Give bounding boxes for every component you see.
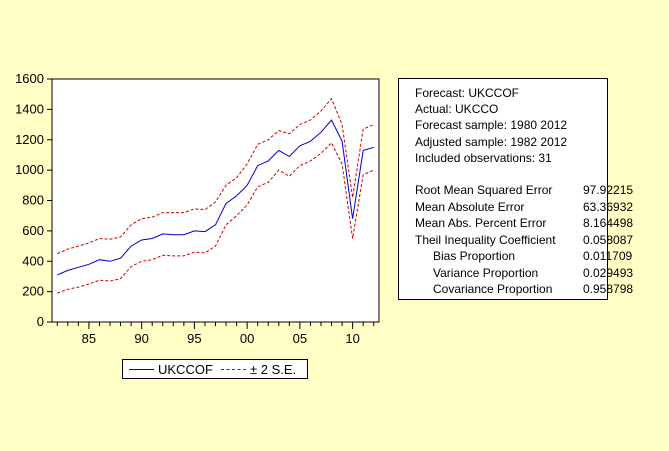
stat-value: 0.058087 <box>583 233 634 247</box>
stat-label: Root Mean Squared Error <box>415 183 553 197</box>
stat-label: Theil Inequality Coefficient <box>415 233 556 247</box>
stat-row-covariance: Covariance Proportion 0.958798 <box>415 281 633 297</box>
stat-label: Mean Absolute Error <box>415 200 525 214</box>
y-tick-label: 800 <box>22 193 44 208</box>
stat-row-bias: Bias Proportion 0.011709 <box>415 248 632 264</box>
x-tick-label: 95 <box>187 331 201 346</box>
legend-swatch-forecast <box>129 368 154 370</box>
stat-label: Mean Abs. Percent Error <box>415 216 547 230</box>
y-tick-label: 200 <box>22 284 44 299</box>
stat-value: 0.958798 <box>583 282 634 296</box>
x-tick-label: 00 <box>240 331 254 346</box>
y-tick-label: 1200 <box>15 132 44 147</box>
x-tick-label: 05 <box>293 331 307 346</box>
x-axis: 85 90 95 00 05 10 <box>56 322 375 346</box>
legend-label-forecast: UKCCOF <box>158 361 213 377</box>
stat-row-variance: Variance Proportion 0.029493 <box>415 265 633 281</box>
chart-svg: 0 200 400 600 800 1000 1200 1400 1600 85 90 95 00 05… <box>15 71 380 346</box>
y-tick-label: 400 <box>22 253 44 268</box>
adjusted-sample-line: Adjusted sample: 1982 2012 <box>415 135 568 149</box>
stat-label: Covariance Proportion <box>433 282 553 296</box>
stat-value: 0.029493 <box>583 266 634 280</box>
y-tick-label: 1600 <box>15 71 44 86</box>
y-tick-label: 600 <box>22 223 44 238</box>
x-tick-label: 90 <box>134 331 148 346</box>
forecast-chart: 0 200 400 600 800 1000 1200 1400 1600 85 90 95 00 05… <box>15 71 380 379</box>
forecast-sample-line: Forecast sample: 1980 2012 <box>415 118 568 132</box>
stat-label: Variance Proportion <box>433 266 539 280</box>
y-tick-label: 1000 <box>15 162 44 177</box>
stat-value: 63.36932 <box>583 200 634 214</box>
lower-se-band-line <box>57 141 374 294</box>
stat-row-rmse: Root Mean Squared Error 97.92215 <box>415 182 633 198</box>
stat-row-mae: Mean Absolute Error 63.36932 <box>415 199 633 215</box>
plot-area <box>51 78 380 323</box>
stat-label: Bias Proportion <box>433 249 516 263</box>
stat-row-mape: Mean Abs. Percent Error 8.164498 <box>415 215 633 231</box>
legend-item-forecast: UKCCOF <box>129 360 213 378</box>
stat-value: 8.164498 <box>583 216 634 230</box>
chart-legend: UKCCOF ± 2 S.E. <box>122 359 308 379</box>
legend-item-se-band: ± 2 S.E. <box>221 360 296 378</box>
stat-value: 97.92215 <box>583 183 634 197</box>
series-layer <box>57 97 374 294</box>
x-tick-label: 85 <box>82 331 96 346</box>
legend-label-se-band: ± 2 S.E. <box>250 361 297 377</box>
y-axis: 0 200 400 600 800 1000 1200 1400 1600 <box>15 71 52 329</box>
y-tick-label: 0 <box>37 314 44 329</box>
x-tick-label: 10 <box>345 331 359 346</box>
forecast-name-line: Forecast: UKCCOF <box>415 86 520 100</box>
actual-name-line: Actual: UKCCO <box>415 102 499 116</box>
y-tick-label: 1400 <box>15 101 44 116</box>
stat-value: 0.011709 <box>583 249 633 263</box>
included-observations-line: Included observations: 31 <box>415 151 552 165</box>
legend-swatch-se-band <box>221 368 246 370</box>
stat-row-theil: Theil Inequality Coefficient 0.058087 <box>415 232 633 248</box>
forecast-line <box>57 119 374 276</box>
forecast-stats-panel: Forecast: UKCCOF Actual: UKCCO Forecast … <box>398 78 633 300</box>
upper-se-band-line <box>57 97 374 255</box>
